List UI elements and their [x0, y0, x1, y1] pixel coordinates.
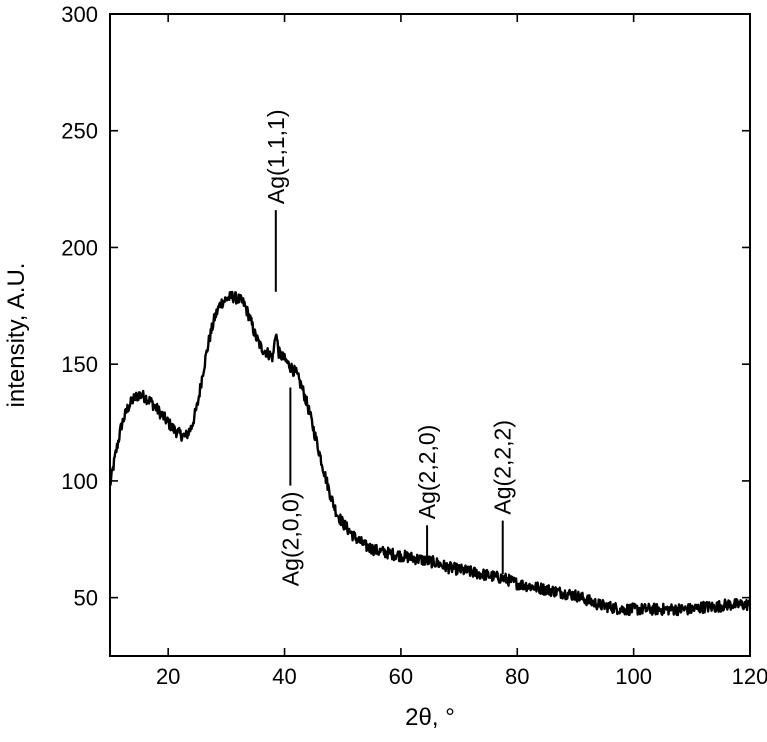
- y-tick-label: 300: [61, 2, 98, 27]
- axes-ticks: 20 40 60 80 100 120 50 100 150 200 250 300: [61, 2, 767, 689]
- x-tick-label: 40: [272, 664, 296, 689]
- y-tick-label: 50: [74, 586, 98, 611]
- y-tick-label: 150: [61, 352, 98, 377]
- annotation-label: Ag(2,2,0): [414, 425, 440, 520]
- x-axis-title: 2θ, °: [405, 704, 455, 731]
- annotation-label: Ag(2,2,2): [490, 420, 516, 515]
- x-tick-label: 20: [156, 664, 180, 689]
- x-tick-label: 60: [389, 664, 413, 689]
- x-tick-label: 80: [505, 664, 529, 689]
- y-tick-label: 100: [61, 469, 98, 494]
- series-line: [109, 290, 752, 617]
- peak-annotations: Ag(1,1,1) Ag(2,0,0) Ag(2,2,0) Ag(2,2,2): [263, 109, 516, 586]
- plot-area: [109, 290, 752, 617]
- y-tick-label: 250: [61, 119, 98, 144]
- x-tick-label: 120: [732, 664, 767, 689]
- annotation-label: Ag(1,1,1): [263, 109, 289, 204]
- y-tick-label: 200: [61, 235, 98, 260]
- plot-frame: [109, 13, 751, 657]
- annotation-label: Ag(2,0,0): [277, 492, 303, 587]
- x-tick-label: 100: [615, 664, 652, 689]
- y-axis-title: intensity, A.U.: [3, 263, 30, 408]
